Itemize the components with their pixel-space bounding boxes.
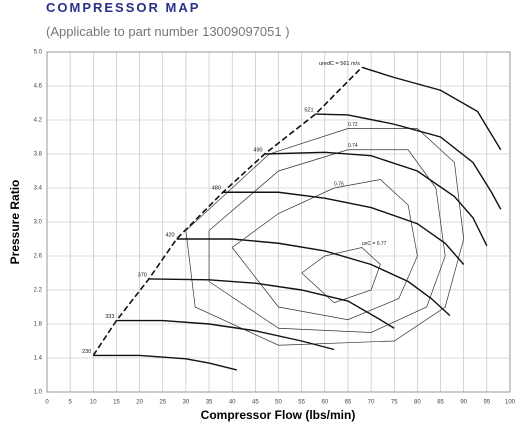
y-tick-label: 3.4 — [34, 186, 43, 192]
x-tick-label: 40 — [229, 400, 236, 406]
speed-line — [93, 354, 237, 371]
x-tick-label: 60 — [321, 400, 328, 406]
speed-line — [361, 66, 502, 151]
y-tick-label: 4.6 — [34, 84, 43, 90]
x-tick-label: 100 — [505, 400, 516, 406]
x-tick-label: 85 — [437, 400, 444, 406]
speed-label: 490 — [253, 147, 262, 153]
x-tick-label: 30 — [183, 400, 190, 406]
efficiency-contour — [301, 247, 381, 304]
speed-line — [315, 113, 502, 210]
surge-line — [92, 66, 363, 356]
y-tick-label: 4.2 — [34, 118, 43, 124]
title: COMPRESSOR MAP — [46, 0, 201, 15]
speed-label: uredC = 561 m/s — [319, 61, 360, 67]
efficiency-contour — [208, 149, 446, 333]
speed-line — [148, 278, 395, 329]
plot-frame — [46, 51, 511, 393]
y-tick-label: 2.2 — [34, 288, 43, 294]
speed-label: 420 — [165, 232, 174, 238]
speed-line — [176, 238, 451, 317]
y-tick-label: 1.4 — [34, 356, 43, 362]
contour-label: 0.76 — [334, 181, 344, 187]
contour-label: 0.74 — [348, 143, 358, 149]
x-tick-label: 15 — [113, 400, 120, 406]
x-tick-label: 10 — [90, 400, 97, 406]
x-axis-title: Compressor Flow (lbs/min) — [201, 408, 356, 422]
speed-line — [222, 191, 465, 265]
y-tick-label: 3.8 — [34, 152, 43, 158]
x-tick-label: 50 — [275, 400, 282, 406]
x-tick-label: 65 — [345, 400, 352, 406]
x-tick-label: 55 — [298, 400, 305, 406]
y-tick-label: 1.8 — [34, 322, 43, 328]
speed-label: 333 — [105, 314, 114, 320]
speed-label: 230 — [82, 349, 91, 355]
speed-line — [264, 151, 488, 247]
x-tick-label: 5 — [68, 400, 72, 406]
x-tick-label: 70 — [368, 400, 375, 406]
speed-label: 370 — [138, 272, 147, 278]
contour-label: uoC = 0.77 — [362, 241, 387, 247]
x-tick-label: 95 — [484, 400, 491, 406]
x-tick-label: 80 — [414, 400, 421, 406]
efficiency-contour — [231, 179, 418, 321]
y-tick-label: 1.0 — [34, 390, 43, 396]
x-tick-label: 90 — [460, 400, 467, 406]
subtitle: (Applicable to part number 13009097051 ) — [46, 24, 290, 39]
x-tick-label: 0 — [45, 400, 49, 406]
y-axis-title: Pressure Ratio — [8, 180, 22, 265]
x-tick-label: 75 — [391, 400, 398, 406]
x-tick-label: 35 — [206, 400, 213, 406]
x-tick-label: 20 — [136, 400, 143, 406]
y-tick-label: 3.0 — [34, 220, 43, 226]
speed-label: 480 — [212, 186, 221, 192]
x-tick-label: 45 — [252, 400, 259, 406]
y-tick-label: 2.6 — [34, 254, 43, 260]
x-tick-label: 25 — [159, 400, 166, 406]
speed-line — [116, 319, 335, 351]
efficiency-contour — [185, 128, 465, 346]
speed-label: 521 — [304, 108, 313, 114]
contour-label: 0.72 — [348, 122, 358, 128]
y-tick-label: 5.0 — [34, 50, 43, 56]
